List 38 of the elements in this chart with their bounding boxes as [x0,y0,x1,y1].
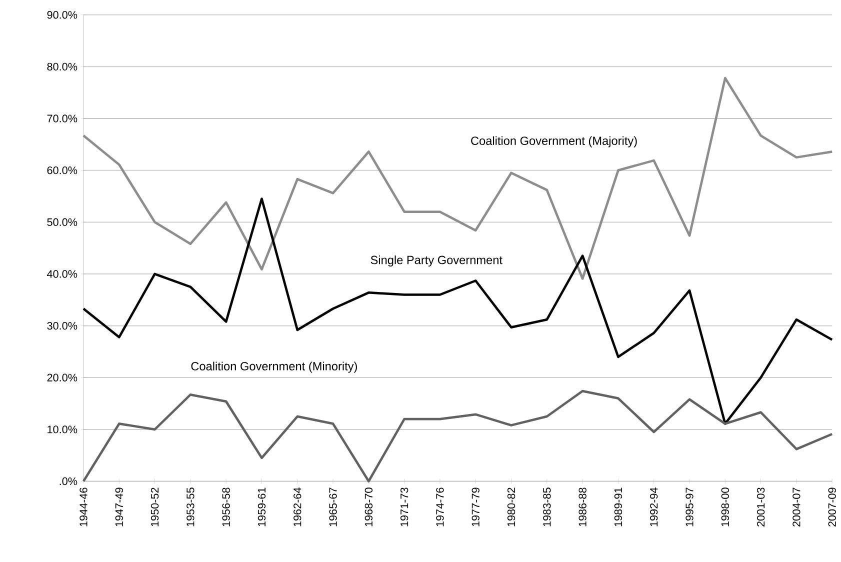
line-series [82,197,834,425]
x-tick-label: 1980-82 [507,488,516,526]
y-tick-label: 30.0% [47,322,78,330]
series-label: Coalition Government (Majority) [471,136,637,148]
x-tick-label: 1971-73 [400,487,408,526]
y-tick-label: 70.0% [47,114,78,122]
x-tick-label: 1995-97 [686,488,694,526]
x-tick-label: 1944-46 [80,487,88,526]
y-tick-label: 40.0% [47,270,78,278]
x-tick-label: 1962-64 [294,487,302,526]
x-tick-label: 2004-07 [792,488,800,526]
y-tick-label: 50.0% [47,218,78,226]
x-tick-label: 1947-49 [115,488,123,526]
x-tick-label: 1998-00 [721,487,729,526]
y-tick-label: 60.0% [47,166,78,174]
x-tick-label: 1956-58 [222,487,230,526]
x-tick-label: 1965-67 [329,488,337,526]
y-tick-label: 80.0% [47,62,78,70]
x-tick-label: 1968-70 [364,487,373,526]
y-tick-label: 20.0% [47,374,78,382]
x-tick-label: 2001-03 [756,487,765,526]
y-tick-label: 90.0% [47,10,78,18]
x-tick-label: 1992-94 [650,487,658,526]
x-tick-label: 1983-85 [543,487,551,526]
series-label: Coalition Government (Minority) [191,362,357,373]
x-tick-label: 1950-52 [150,488,159,526]
x-tick-label: 1977-79 [472,488,480,526]
x-tick-label: 1959-61 [258,488,266,526]
x-tick-label: 1974-76 [436,487,444,526]
line-series [82,76,834,280]
y-tick-label: 10.0% [48,425,78,434]
x-tick-label: 1986-88 [578,487,586,526]
x-tick-label: 2007-09 [828,488,836,526]
x-tick-label: 1989-91 [614,488,622,526]
y-tick-label: .0% [60,477,78,485]
text: Single Party Government [370,255,502,266]
x-tick-label: 1953-55 [186,487,194,526]
line-series [82,390,834,482]
